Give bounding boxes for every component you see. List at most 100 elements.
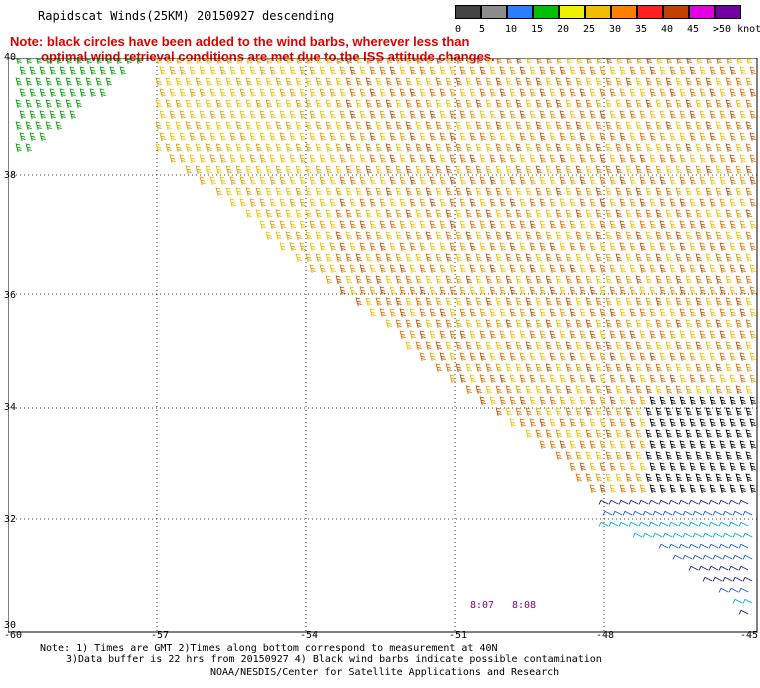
wind-barb <box>329 66 336 76</box>
wind-barb <box>85 77 92 87</box>
wind-barb <box>675 77 682 87</box>
wind-barb <box>595 451 602 461</box>
wind-barb <box>669 220 676 230</box>
wind-barb <box>399 330 406 340</box>
wind-barb <box>479 154 486 164</box>
wind-barb <box>619 462 626 472</box>
wind-barb <box>229 110 236 120</box>
wind-barb <box>659 374 666 384</box>
wind-barb <box>689 220 696 230</box>
wind-barb <box>275 165 282 175</box>
wind-barb <box>695 385 702 395</box>
wind-barb <box>355 231 362 241</box>
wind-barb <box>505 275 512 285</box>
wind-barb <box>465 77 472 87</box>
wind-barb <box>559 154 566 164</box>
wind-barb <box>715 275 722 285</box>
wind-barb <box>705 319 712 329</box>
wind-barb <box>15 143 22 153</box>
wind-barb <box>619 352 626 362</box>
wind-barb <box>489 352 496 362</box>
wind-barb <box>509 374 516 384</box>
wind-barb <box>715 429 722 439</box>
wind-barb <box>629 440 636 450</box>
wind-barb <box>669 462 676 472</box>
wind-barb <box>679 396 686 406</box>
wind-barb <box>409 132 416 142</box>
wind-barb <box>545 341 552 351</box>
wind-barb <box>585 209 592 219</box>
wind-barb <box>289 220 296 230</box>
wind-barb <box>449 110 456 120</box>
wind-barb <box>699 176 706 186</box>
wind-barb <box>569 330 576 340</box>
wind-barb <box>525 341 532 351</box>
wind-barb <box>119 66 126 76</box>
wind-barb <box>659 330 666 340</box>
wind-barb <box>439 220 446 230</box>
wind-barb <box>635 209 642 219</box>
wind-barb <box>525 187 532 197</box>
wind-barb <box>359 286 366 296</box>
wind-barb <box>325 209 332 219</box>
longitude-label: -57 <box>151 630 170 641</box>
wind-barb <box>505 187 512 197</box>
wind-barb <box>675 341 682 351</box>
wind-barb <box>695 253 702 263</box>
wind-barb <box>385 297 392 307</box>
wind-barb <box>585 275 592 285</box>
wind-barb <box>596 58 602 65</box>
wind-barb <box>269 176 276 186</box>
wind-barb <box>339 66 346 76</box>
wind-barb <box>479 242 486 252</box>
wind-barb <box>415 77 422 87</box>
wind-barb <box>599 198 606 208</box>
wind-barb <box>355 187 362 197</box>
wind-barb <box>385 187 392 197</box>
wind-barb <box>305 187 312 197</box>
wind-barb <box>749 330 756 340</box>
wind-barb <box>709 264 716 274</box>
wind-barb <box>659 110 666 120</box>
wind-barb <box>325 77 332 87</box>
wind-barb <box>625 297 632 307</box>
wind-barb <box>266 58 272 65</box>
wind-barb <box>255 143 262 153</box>
wind-barb <box>689 198 696 208</box>
wind-barb <box>449 132 456 142</box>
wind-barb <box>529 176 536 186</box>
wind-barb <box>739 88 746 98</box>
wind-barb <box>609 66 616 76</box>
wind-barb <box>712 532 723 538</box>
wind-barb <box>285 165 292 175</box>
wind-barb <box>439 154 446 164</box>
wind-barb <box>725 473 732 483</box>
wind-barb <box>335 275 342 285</box>
wind-barb <box>465 319 472 329</box>
wind-barb <box>655 253 662 263</box>
wind-barb <box>625 77 632 87</box>
wind-barb <box>629 176 636 186</box>
wind-barb <box>675 385 682 395</box>
wind-barb <box>579 132 586 142</box>
wind-barb <box>189 154 196 164</box>
wind-barb <box>579 286 586 296</box>
wind-barb <box>285 209 292 219</box>
wind-barb <box>366 58 372 65</box>
wind-barb <box>679 330 686 340</box>
wind-barb <box>349 242 356 252</box>
wind-barb <box>705 121 712 131</box>
wind-barb <box>515 209 522 219</box>
wind-barb <box>629 264 636 274</box>
wind-barb <box>449 88 456 98</box>
wind-barb <box>742 576 753 582</box>
wind-barb <box>639 286 646 296</box>
wind-barb <box>685 99 692 109</box>
wind-barb <box>65 99 72 109</box>
wind-barb <box>495 77 502 87</box>
wind-barb <box>369 110 376 120</box>
wind-barb <box>489 154 496 164</box>
wind-barb <box>658 543 669 549</box>
wind-barb <box>449 176 456 186</box>
wind-barb <box>675 143 682 153</box>
